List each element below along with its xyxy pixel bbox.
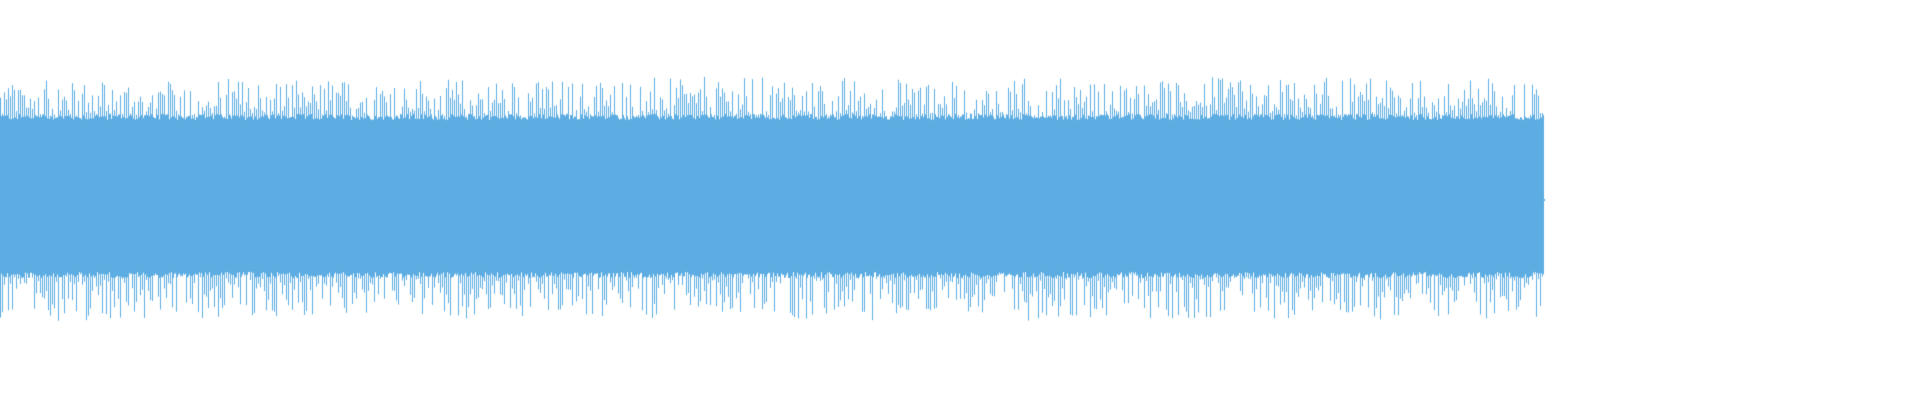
audio-waveform[interactable] <box>0 0 1920 400</box>
